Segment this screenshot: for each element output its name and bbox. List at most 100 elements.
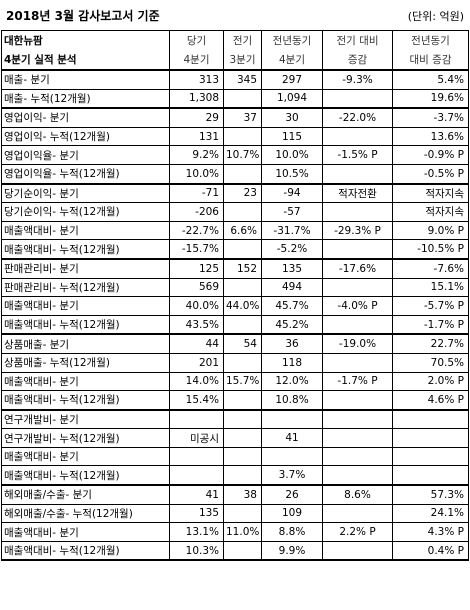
- cell-prior-year-q: 26: [261, 484, 323, 505]
- row-label: 매출액대비- 분기: [1, 522, 170, 542]
- cell-previous-q: [223, 465, 262, 486]
- cell-current-q: 14.0%: [169, 372, 224, 392]
- table-row: 매출액대비- 누적(12개월) 43.5% 45.2% -1.7% P: [1, 315, 469, 335]
- cell-current-q: 10.3%: [169, 541, 224, 562]
- cell-prior-year-q: 41: [261, 428, 323, 448]
- row-label: 판매관리비- 분기: [1, 257, 170, 279]
- cell-yoy-change: 70.5%: [392, 353, 469, 373]
- cell-prior-year-q: -57: [261, 202, 323, 222]
- table-row: 연구개발비- 분기: [1, 408, 469, 430]
- row-label: 매출액대비- 누적(12개월): [1, 390, 170, 411]
- cell-prior-year-q: 30: [261, 107, 323, 128]
- cell-yoy-change: [392, 465, 469, 486]
- cell-previous-q: 38: [223, 484, 262, 505]
- cell-qoq-change: [322, 465, 393, 486]
- row-label: 판매관리비- 누적(12개월): [1, 278, 170, 298]
- cell-qoq-change: [322, 164, 393, 185]
- cell-current-q: 1,308: [169, 89, 224, 109]
- col-cur-line2: 4분기: [169, 50, 224, 71]
- cell-prior-year-q: 494: [261, 278, 323, 298]
- cell-qoq-change: [322, 202, 393, 222]
- cell-qoq-change: -19.0%: [322, 333, 393, 354]
- row-label: 매출액대비- 분기: [1, 296, 170, 316]
- cell-current-q: 10.0%: [169, 164, 224, 185]
- cell-previous-q: [223, 447, 262, 467]
- cell-qoq-change: [322, 353, 393, 373]
- row-label: 매출액대비- 누적(12개월): [1, 239, 170, 260]
- table-row: 상품매출- 누적(12개월) 201 118 70.5%: [1, 353, 469, 373]
- cell-yoy-change: -7.6%: [392, 257, 469, 279]
- cell-previous-q: 152: [223, 257, 262, 279]
- cell-yoy-change: [392, 408, 469, 430]
- row-label: 영업이익- 누적(12개월): [1, 127, 170, 147]
- cell-yoy-change: 24.1%: [392, 504, 469, 524]
- cell-previous-q: [223, 127, 262, 147]
- cell-qoq-change: [322, 447, 393, 467]
- table-row: 매출액대비- 누적(12개월) 15.4% 10.8% 4.6% P: [1, 390, 469, 411]
- cell-yoy-change: -10.5% P: [392, 239, 469, 260]
- cell-yoy-change: 적자지속: [392, 182, 469, 204]
- cell-previous-q: [223, 278, 262, 298]
- table-row: 영업이익율- 누적(12개월) 10.0% 10.5% -0.5% P: [1, 164, 469, 185]
- cell-current-q: 15.4%: [169, 390, 224, 411]
- table-row: 해외매출/수출- 누적(12개월) 135 109 24.1%: [1, 504, 469, 524]
- cell-yoy-change: 2.0% P: [392, 372, 469, 392]
- cell-current-q: 40.0%: [169, 296, 224, 316]
- row-label: 해외매출/수출- 분기: [1, 484, 170, 505]
- cell-prior-year-q: 36: [261, 333, 323, 354]
- cell-current-q: [169, 408, 224, 430]
- cell-yoy-change: 4.6% P: [392, 390, 469, 411]
- row-label: 연구개발비- 분기: [1, 408, 170, 430]
- cell-previous-q: [223, 239, 262, 260]
- row-label: 매출액대비- 누적(12개월): [1, 465, 170, 486]
- cell-yoy-change: -3.7%: [392, 107, 469, 128]
- row-label: 매출액대비- 분기: [1, 447, 170, 467]
- cell-qoq-change: -4.0% P: [322, 296, 393, 316]
- row-label: 영업이익율- 누적(12개월): [1, 164, 170, 185]
- table-row: 상품매출- 분기 44 54 36 -19.0% 22.7%: [1, 333, 469, 354]
- report-header: 2018년 3월 감사보고서 기준 (단위: 억원): [0, 0, 470, 30]
- col-prev-line2: 3분기: [223, 50, 262, 71]
- cell-prior-year-q: 3.7%: [261, 465, 323, 486]
- cell-current-q: 43.5%: [169, 315, 224, 335]
- table-row: 판매관리비- 누적(12개월) 569 494 15.1%: [1, 278, 469, 298]
- row-label: 상품매출- 분기: [1, 333, 170, 354]
- cell-current-q: -71: [169, 182, 224, 204]
- cell-previous-q: [223, 89, 262, 109]
- table-row: 매출- 분기 313 345 297 -9.3% 5.4%: [1, 68, 469, 90]
- table-row: 당기순이익- 누적(12개월) -206 -57 적자지속: [1, 202, 469, 222]
- cell-current-q: 44: [169, 333, 224, 354]
- cell-qoq-change: -1.7% P: [322, 372, 393, 392]
- cell-current-q: 125: [169, 257, 224, 279]
- cell-current-q: 313: [169, 68, 224, 90]
- cell-prior-year-q: -94: [261, 182, 323, 204]
- row-label: 연구개발비- 누적(12개월): [1, 428, 170, 448]
- row-label: 당기순이익- 누적(12개월): [1, 202, 170, 222]
- cell-prior-year-q: -5.2%: [261, 239, 323, 260]
- cell-previous-q: 54: [223, 333, 262, 354]
- cell-prior-year-q: [261, 447, 323, 467]
- cell-prior-year-q: 8.8%: [261, 522, 323, 542]
- cell-qoq-change: 적자전환: [322, 182, 393, 204]
- cell-qoq-change: 8.6%: [322, 484, 393, 505]
- cell-previous-q: [223, 202, 262, 222]
- cell-yoy-change: 4.3% P: [392, 522, 469, 542]
- col-yoy-line2: 4분기: [261, 50, 323, 71]
- table-row: 연구개발비- 누적(12개월) 미공시 41: [1, 428, 469, 448]
- table-row: 매출액대비- 분기: [1, 447, 469, 467]
- header-row-2: 4분기 실적 분석 4분기 3분기 4분기 증감 대비 증감: [1, 50, 469, 71]
- table-row: 매출액대비- 분기 40.0% 44.0% 45.7% -4.0% P -5.7% P: [1, 296, 469, 316]
- row-label: 매출액대비- 분기: [1, 372, 170, 392]
- cell-prior-year-q: 45.7%: [261, 296, 323, 316]
- table-row: 매출액대비- 누적(12개월) -15.7% -5.2% -10.5% P: [1, 239, 469, 260]
- col-qoq-chg-line1: 전기 대비: [322, 30, 393, 50]
- table-row: 매출액대비- 누적(12개월) 3.7%: [1, 465, 469, 486]
- cell-yoy-change: -1.7% P: [392, 315, 469, 335]
- row-label: 상품매출- 누적(12개월): [1, 353, 170, 373]
- cell-qoq-change: -22.0%: [322, 107, 393, 128]
- table-row: 매출액대비- 분기 -22.7% 6.6% -31.7% -29.3% P 9.0% P: [1, 221, 469, 241]
- cell-prior-year-q: 135: [261, 257, 323, 279]
- cell-prior-year-q: 10.0%: [261, 145, 323, 165]
- cell-qoq-change: [322, 428, 393, 448]
